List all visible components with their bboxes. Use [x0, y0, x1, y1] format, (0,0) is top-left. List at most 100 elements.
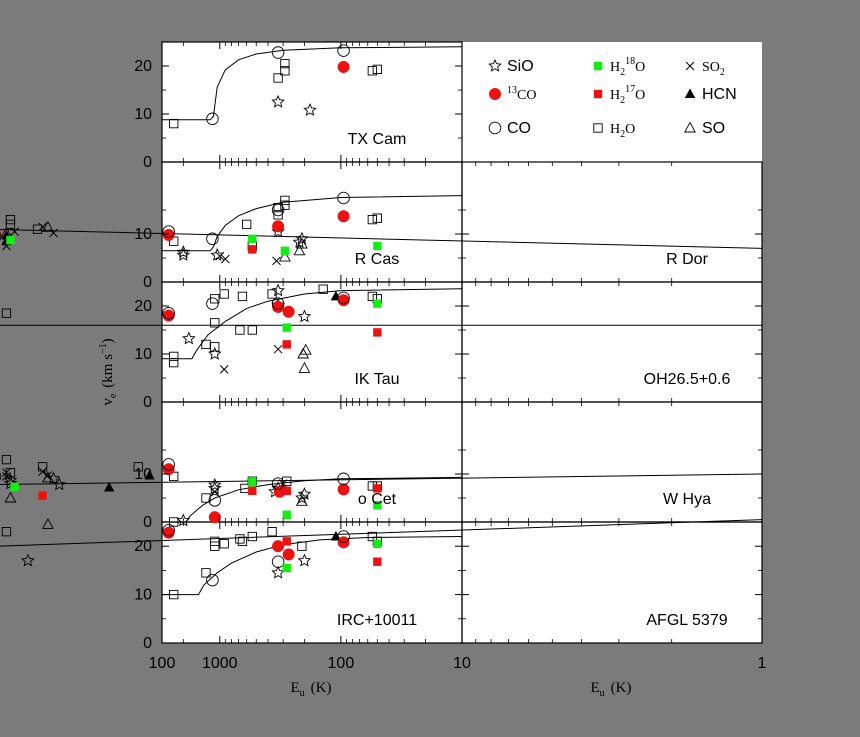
marker-h2o-afgl-5379 — [235, 534, 245, 544]
y-axis-label: ve(km s−1) — [98, 338, 119, 405]
marker-h217o-ik-tau — [373, 328, 382, 337]
x-axis-label-left: Eu (K) — [291, 680, 332, 699]
legend-marker-sqred — [593, 89, 603, 99]
marker-h218o-r-dor — [6, 236, 15, 245]
marker-h2o-ik-tau — [169, 351, 179, 362]
marker-sio-r-cas — [176, 247, 191, 261]
marker-sio-irc-10011 — [271, 565, 285, 579]
marker-h2o-tx-cam — [280, 58, 290, 69]
legend-panel-bg-left — [162, 42, 462, 162]
marker-so-ik-tau — [297, 347, 310, 359]
marker-h218o-ik-tau — [373, 299, 382, 308]
legend-marker-circopen — [488, 121, 502, 135]
legend-label: SiO — [507, 58, 534, 75]
marker-co-irc-10011 — [271, 555, 285, 568]
x-tick-label: 100 — [328, 655, 355, 672]
fit-curve-r-dor — [0, 228, 763, 249]
legend-marker-star — [488, 58, 502, 72]
marker-13co-o-cet — [337, 483, 350, 496]
tick-labels: 01020010010200100102010001001010001001 — [134, 58, 766, 672]
y-tick-label: 10 — [134, 346, 152, 363]
marker-h2o-oh26-5-0-6 — [235, 325, 245, 335]
marker-so2-r-cas — [272, 256, 281, 266]
legend-entry-13co: 13CO — [488, 85, 536, 103]
marker-h2o-tx-cam — [273, 73, 283, 83]
marker-h217o-o-cet — [373, 484, 382, 493]
marker-sio-tx-cam — [271, 94, 285, 108]
marker-13co-o-cet — [208, 511, 221, 524]
marker-h2o-oh26-5-0-6 — [1, 308, 12, 318]
panel-title-r-cas: R Cas — [355, 251, 399, 268]
marker-h2o-irc-10011 — [367, 531, 377, 542]
marker-sio-o-cet — [297, 487, 312, 500]
marker-h2o-tx-cam — [372, 64, 382, 75]
marker-h218o-r-dor — [248, 234, 257, 243]
marker-co-tx-cam — [271, 46, 285, 59]
marker-h217o-o-cet — [282, 486, 291, 495]
legend-label: HCN — [702, 86, 737, 103]
marker-h2o-irc-10011 — [169, 589, 179, 600]
legend-marker-tri — [684, 88, 696, 98]
marker-h2o-ik-tau — [210, 318, 220, 328]
marker-h217o-r-dor — [248, 245, 257, 254]
marker-h218o-w-hya — [248, 477, 257, 487]
data-markers — [0, 44, 382, 600]
marker-h2o-irc-10011 — [267, 527, 277, 537]
marker-h2o-ik-tau — [318, 284, 328, 294]
marker-hcn-w-hya — [103, 481, 115, 492]
marker-h218o-r-cas — [280, 246, 290, 255]
legend-label: H2O — [610, 122, 635, 140]
marker-h2o-ik-tau — [219, 289, 229, 299]
marker-sio-irc-10011 — [297, 553, 312, 567]
marker-so-ik-tau — [298, 361, 311, 373]
marker-h2o-r-dor — [5, 214, 16, 225]
marker-co-tx-cam — [337, 44, 350, 57]
y-tick-label: 0 — [143, 394, 152, 411]
marker-so-r-cas — [278, 250, 291, 262]
marker-h2o-ik-tau — [367, 291, 377, 302]
legend-label: H218O — [610, 56, 645, 78]
marker-so-w-hya — [41, 471, 54, 483]
marker-so-w-hya — [4, 491, 17, 503]
legend-panel-bg-right — [462, 42, 762, 162]
marker-h2o-ik-tau — [210, 342, 220, 352]
marker-h2o-oh26-5-0-6 — [247, 325, 257, 335]
panel-frame-afgl-5379 — [461, 521, 763, 644]
legend-entry-h18o: H218O — [593, 56, 645, 78]
marker-sio-r-cas — [295, 231, 309, 245]
y-tick-label: 0 — [143, 154, 152, 171]
y-tick-label: 0 — [143, 635, 152, 652]
marker-sio-o-cet — [295, 490, 309, 504]
marker-co-ik-tau — [337, 291, 350, 305]
legend-entry-so: SO2 — [685, 60, 725, 78]
marker-h2o-tx-cam — [280, 66, 290, 76]
marker-so2-w-hya — [38, 467, 47, 476]
marker-sio-w-hya — [52, 477, 67, 491]
axis-ticks — [161, 41, 763, 644]
fit-curve-afgl-5379 — [0, 519, 763, 547]
y-tick-label: 20 — [134, 58, 152, 75]
marker-so-r-cas — [293, 244, 306, 256]
marker-13co-r-cas — [337, 210, 350, 223]
y-tick-label: 10 — [134, 466, 152, 483]
panel-title-oh26-5-0-6: OH26.5+0.6 — [644, 371, 731, 388]
marker-h2o-irc-10011 — [201, 568, 211, 578]
marker-h2o-afgl-5379 — [247, 531, 257, 542]
legend-entry-ho: H2O — [593, 122, 635, 140]
marker-h2o-w-hya — [1, 454, 12, 465]
legend-entry-so: SO — [684, 120, 725, 137]
legend-marker-sqgreen — [593, 61, 603, 71]
marker-hcn-irc-10011 — [330, 531, 342, 541]
y-tick-label: 20 — [134, 298, 152, 315]
marker-sio-ik-tau — [271, 283, 285, 297]
marker-13co-irc-10011 — [272, 540, 285, 553]
marker-so2-r-cas — [220, 254, 230, 264]
marker-so-r-cas — [295, 237, 308, 249]
marker-sio-ik-tau — [297, 309, 312, 323]
marker-13co-r-dor — [162, 228, 175, 242]
marker-h2o-irc-10011 — [219, 539, 229, 549]
marker-co-w-hya — [0, 472, 2, 481]
marker-co-r-dor — [162, 225, 175, 238]
marker-sio-afgl-5379 — [21, 553, 35, 567]
